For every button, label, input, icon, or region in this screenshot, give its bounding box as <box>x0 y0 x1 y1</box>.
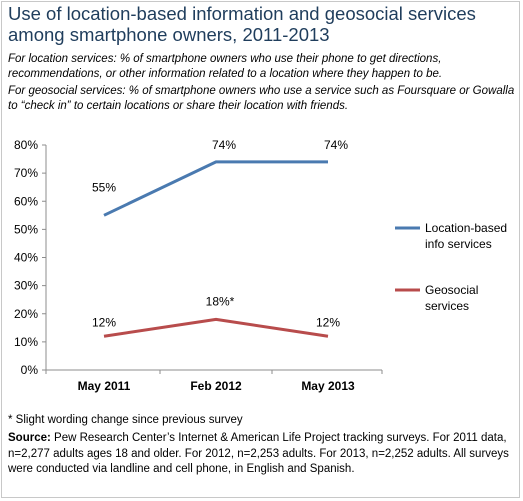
y-tick-label: 10% <box>14 335 38 349</box>
footnote: * Slight wording change since previous s… <box>8 414 243 426</box>
y-tick-label: 70% <box>14 166 38 180</box>
source-note: Source: Pew Research Center’s Internet &… <box>8 431 518 478</box>
source-label: Source: <box>8 432 51 444</box>
series-line-location <box>103 160 328 217</box>
y-tick-label: 0% <box>21 363 39 377</box>
chart-title: Use of location-based information and ge… <box>8 3 476 45</box>
subtitle-location-definition: For location services: % of smartphone o… <box>8 53 443 80</box>
y-tick-label: 60% <box>14 194 38 208</box>
chart-subtitle: For location services: % of smartphone o… <box>8 52 518 114</box>
data-label: 55% <box>92 180 116 194</box>
data-label: 12% <box>316 315 340 329</box>
legend-label: Location-based <box>425 221 507 235</box>
data-label: 18%* <box>206 294 235 308</box>
subtitle-geosocial-definition: For geosocial services: % of smartphone … <box>8 85 515 112</box>
x-tick-label: May 2013 <box>301 379 355 393</box>
source-text: Pew Research Center’s Internet & America… <box>8 432 509 475</box>
data-label: 74% <box>212 138 236 152</box>
x-tick-label: May 2011 <box>78 379 131 393</box>
series-line-geosocial <box>103 317 329 338</box>
y-tick-label: 40% <box>14 251 38 265</box>
y-tick-label: 50% <box>14 222 38 236</box>
legend-label: Geosocial <box>425 283 478 297</box>
y-tick-label: 20% <box>14 307 38 321</box>
y-tick-label: 30% <box>14 279 38 293</box>
data-label: 12% <box>92 315 116 329</box>
legend-label: info services <box>425 237 492 251</box>
legend-label: services <box>425 299 469 313</box>
data-label: 74% <box>324 138 348 152</box>
y-tick-label: 80% <box>14 138 38 152</box>
x-tick-label: Feb 2012 <box>190 379 242 393</box>
